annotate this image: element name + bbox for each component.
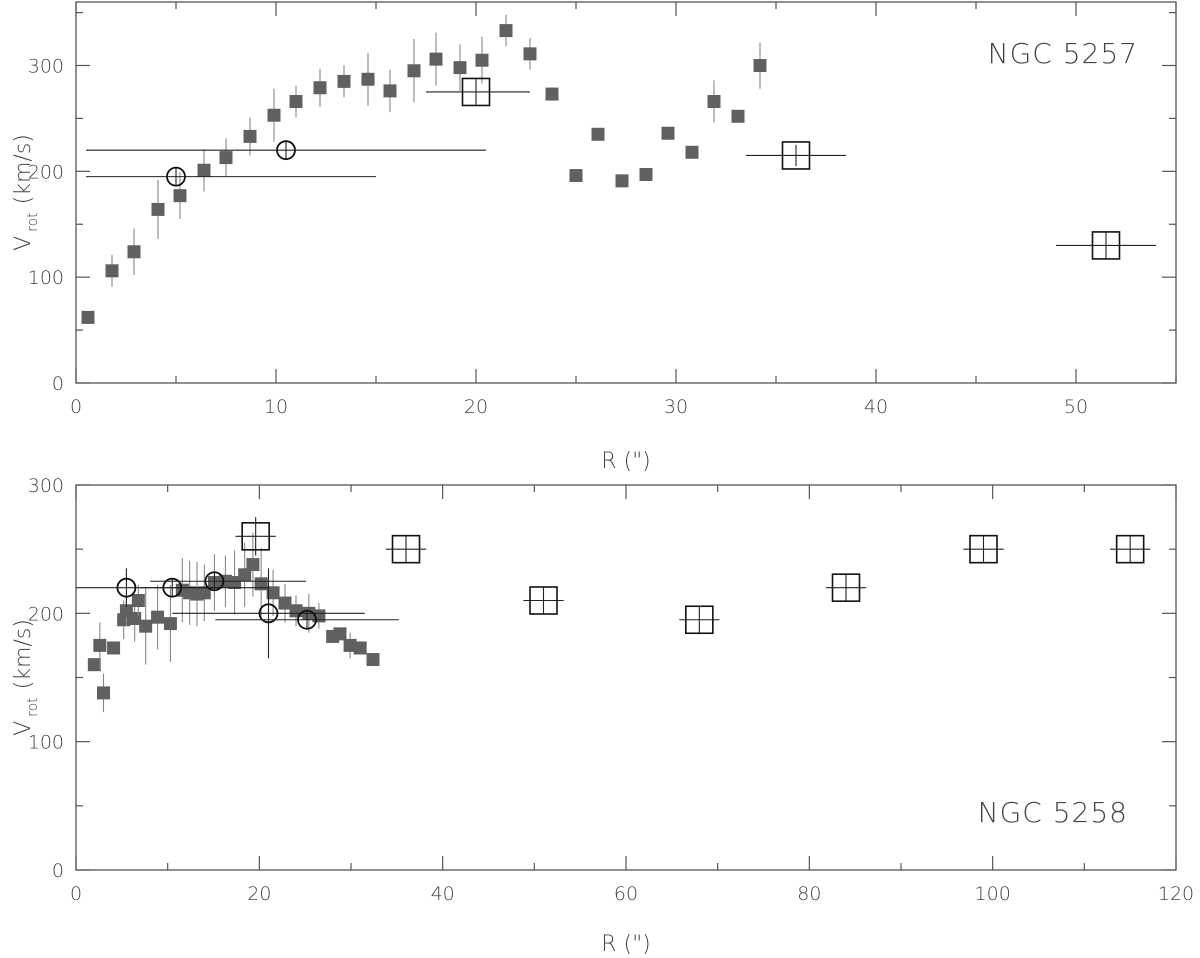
data-point-square bbox=[383, 84, 397, 98]
data-point-square bbox=[197, 163, 211, 177]
data-point-square bbox=[333, 627, 347, 641]
data-point-square bbox=[131, 594, 145, 607]
y-tick-label: 100 bbox=[28, 267, 64, 289]
data-point-circle bbox=[116, 577, 137, 598]
galaxy-label: NGC 5257 bbox=[988, 37, 1138, 70]
data-point-square bbox=[87, 658, 101, 672]
data-point-square bbox=[545, 87, 559, 101]
y-tick-label: 0 bbox=[52, 860, 64, 882]
data-point-square bbox=[238, 568, 252, 582]
data-point-square bbox=[243, 129, 257, 143]
data-point-circle bbox=[204, 571, 225, 592]
data-point-open-square bbox=[1091, 231, 1121, 260]
data-point-open-square bbox=[461, 77, 491, 107]
x-tick-label: 30 bbox=[664, 396, 688, 418]
panel-ngc-5257: NGC 5257 0 10 20 30 40 50 0 100 200 300 R (") Vrot(… bbox=[11, 1, 1177, 474]
data-point-square bbox=[313, 81, 327, 95]
data-point-square bbox=[429, 52, 443, 66]
plot-frame bbox=[75, 1, 1177, 384]
y-tick-label: 200 bbox=[28, 603, 64, 625]
data-point-open-square bbox=[781, 141, 811, 170]
data-point-square bbox=[278, 596, 292, 610]
data-point-square bbox=[615, 174, 629, 188]
data-point-square bbox=[107, 641, 121, 655]
data-point-square bbox=[366, 653, 380, 667]
data-point-circle bbox=[162, 577, 183, 598]
data-point-square bbox=[197, 586, 211, 600]
data-point-open-square bbox=[529, 586, 558, 615]
data-point-square bbox=[139, 619, 153, 633]
data-point-square bbox=[661, 126, 675, 140]
data-point-open-square bbox=[1115, 534, 1145, 564]
x-tick-label: 40 bbox=[864, 396, 888, 418]
data-point-square bbox=[266, 586, 280, 600]
data-point-open-square bbox=[241, 522, 270, 551]
x-tick-label: 10 bbox=[264, 396, 288, 418]
x-tick-label: 50 bbox=[1064, 396, 1088, 418]
data-point-square bbox=[453, 61, 467, 75]
y-tick-label: 200 bbox=[28, 161, 64, 183]
x-tick-label: 20 bbox=[247, 883, 271, 905]
x-axis-label: R (") bbox=[601, 449, 651, 474]
data-point-square bbox=[163, 617, 177, 631]
data-point-square bbox=[731, 109, 745, 123]
data-point-open-square bbox=[391, 534, 421, 564]
data-point-circle bbox=[166, 166, 186, 187]
data-point-square bbox=[173, 189, 187, 203]
data-point-square bbox=[246, 558, 260, 572]
data-point-circle bbox=[258, 603, 279, 624]
panel-ngc-5258: NGC 5258 0 20 40 60 80 100 120 0 100 200 300 R (") V… bbox=[11, 475, 1194, 957]
x-tick-label: 20 bbox=[464, 396, 488, 418]
data-point-square bbox=[591, 127, 605, 141]
data-point-square bbox=[228, 576, 242, 590]
data-point-circle bbox=[297, 609, 317, 630]
y-tick-label: 100 bbox=[28, 732, 64, 754]
data-point-square bbox=[289, 94, 303, 108]
data-point-square bbox=[353, 641, 367, 655]
data-point-circle bbox=[276, 140, 296, 161]
data-point-square bbox=[127, 245, 141, 259]
galaxy-label: NGC 5258 bbox=[978, 796, 1128, 829]
data-point-square bbox=[475, 53, 489, 67]
x-tick-label: 0 bbox=[70, 396, 82, 418]
y-axis-label: Vrot(km/s) bbox=[11, 619, 41, 736]
y-axis-label: Vrot(km/s) bbox=[11, 134, 41, 251]
data-point-square bbox=[105, 264, 119, 278]
x-tick-label: 60 bbox=[614, 883, 638, 905]
data-point-square bbox=[707, 94, 721, 108]
data-point-square bbox=[407, 64, 421, 78]
data-point-square bbox=[289, 604, 303, 618]
x-tick-label: 0 bbox=[70, 883, 82, 905]
data-point-open-square bbox=[831, 573, 861, 602]
x-tick-label: 100 bbox=[975, 883, 1011, 905]
y-tick-label: 300 bbox=[28, 56, 64, 78]
data-point-square bbox=[569, 169, 583, 183]
data-point-open-square bbox=[685, 605, 714, 635]
data-point-square bbox=[219, 151, 233, 165]
data-point-square bbox=[151, 202, 165, 216]
data-point-square bbox=[254, 577, 268, 591]
data-point-square bbox=[267, 108, 281, 122]
data-point-square bbox=[523, 47, 537, 61]
data-point-square bbox=[639, 168, 653, 182]
data-point-square bbox=[343, 638, 357, 652]
data-point-open-square bbox=[969, 534, 998, 564]
x-tick-label: 80 bbox=[797, 883, 821, 905]
data-point-square bbox=[97, 686, 110, 700]
data-point-square bbox=[81, 310, 95, 324]
y-tick-label: 0 bbox=[52, 373, 64, 395]
x-tick-label: 40 bbox=[431, 883, 455, 905]
data-point-square bbox=[337, 74, 351, 88]
x-tick-label: 120 bbox=[1158, 883, 1194, 905]
data-point-square bbox=[151, 610, 165, 624]
x-axis-label: R (") bbox=[601, 932, 651, 957]
data-point-square bbox=[93, 638, 107, 652]
data-point-square bbox=[685, 145, 699, 159]
data-point-square bbox=[361, 72, 375, 86]
data-point-square bbox=[499, 24, 513, 38]
data-point-square bbox=[753, 59, 767, 72]
y-tick-label: 300 bbox=[28, 475, 64, 497]
